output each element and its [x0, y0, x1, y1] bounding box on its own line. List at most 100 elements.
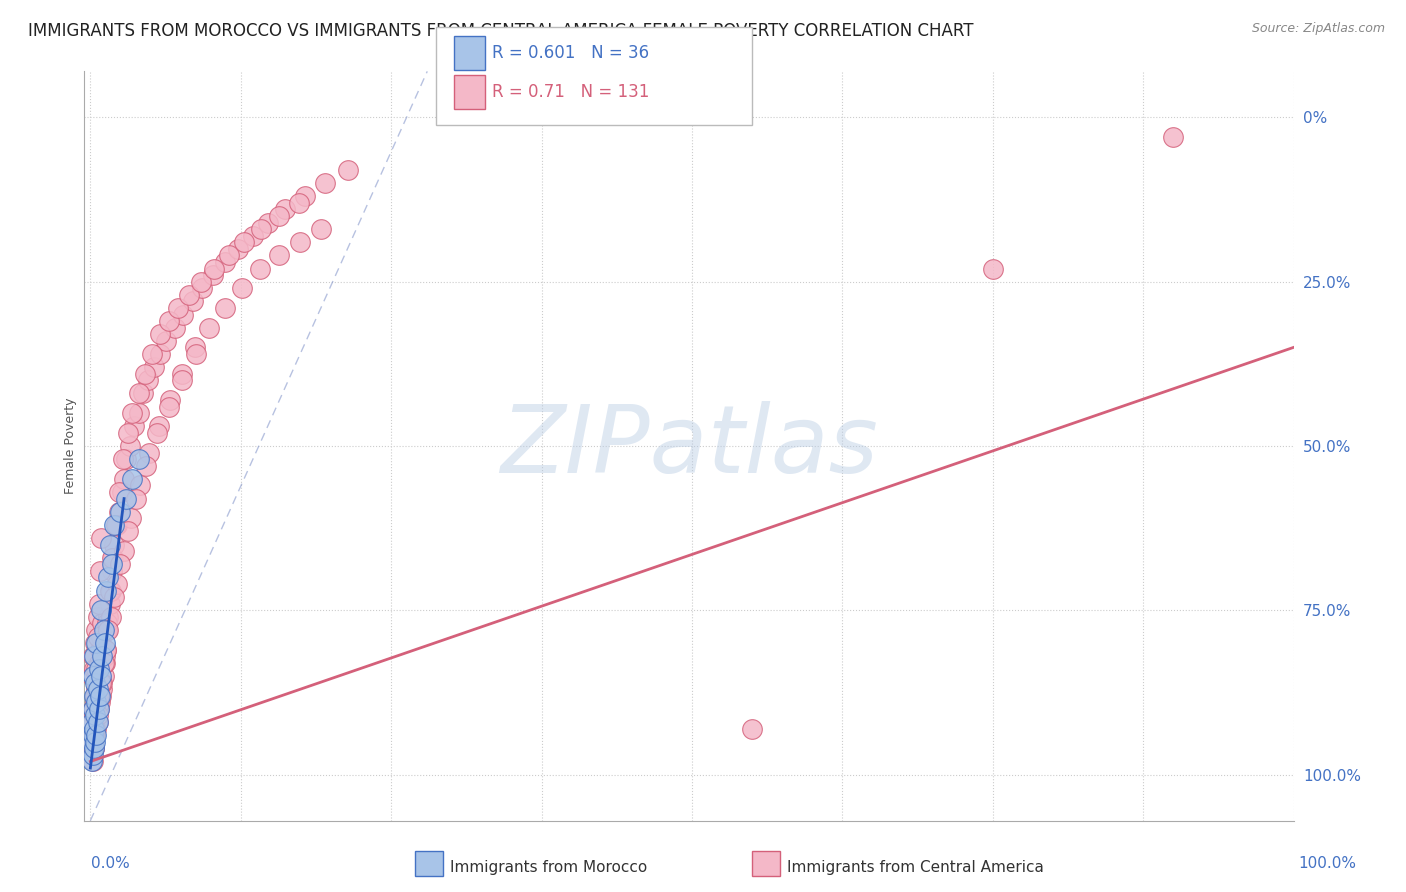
Point — [287, 195, 309, 210]
Point — [82, 669, 104, 683]
Point — [336, 163, 359, 178]
Point — [80, 755, 103, 769]
Point — [80, 714, 103, 729]
Point — [86, 675, 108, 690]
Point — [94, 642, 117, 657]
Text: Source: ZipAtlas.com: Source: ZipAtlas.com — [1251, 22, 1385, 36]
Point — [93, 669, 115, 683]
Point — [80, 735, 103, 749]
Text: 100.0%: 100.0% — [1299, 856, 1357, 871]
Point — [87, 689, 110, 703]
Point — [128, 478, 150, 492]
Point — [104, 517, 127, 532]
Point — [143, 360, 166, 375]
Point — [134, 367, 156, 381]
Point — [83, 722, 105, 736]
Point — [83, 689, 105, 703]
Point — [83, 741, 105, 756]
Text: 0.0%: 0.0% — [91, 856, 131, 871]
Point — [218, 248, 240, 262]
Point — [112, 544, 135, 558]
Point — [172, 308, 194, 322]
Point — [96, 616, 118, 631]
Point — [741, 722, 763, 736]
Point — [82, 702, 104, 716]
Point — [87, 702, 110, 716]
Point — [121, 472, 143, 486]
Point — [83, 728, 105, 742]
Text: ZIPatlas: ZIPatlas — [501, 401, 877, 491]
Point — [228, 242, 250, 256]
Point — [86, 610, 108, 624]
Point — [84, 636, 107, 650]
Point — [89, 695, 111, 709]
Point — [97, 570, 120, 584]
Point — [91, 675, 114, 690]
Point — [86, 708, 108, 723]
Point — [103, 517, 125, 532]
Point — [89, 689, 111, 703]
Point — [121, 406, 143, 420]
Point — [117, 524, 139, 539]
Point — [186, 347, 208, 361]
Point — [159, 392, 181, 407]
Point — [90, 630, 112, 644]
Point — [1161, 130, 1184, 145]
Point — [86, 630, 108, 644]
Point — [83, 649, 105, 664]
Point — [86, 682, 108, 697]
Point — [96, 623, 118, 637]
Point — [149, 347, 172, 361]
Point — [103, 550, 125, 565]
Point — [111, 452, 134, 467]
Point — [82, 728, 104, 742]
Point — [110, 505, 132, 519]
Point — [94, 642, 117, 657]
Point — [274, 202, 297, 217]
Point — [202, 268, 225, 282]
Point — [94, 636, 117, 650]
Point — [105, 517, 128, 532]
Point — [105, 577, 128, 591]
Point — [82, 755, 104, 769]
Point — [101, 550, 124, 565]
Point — [122, 419, 145, 434]
Point — [125, 491, 148, 506]
Point — [100, 610, 122, 624]
Point — [82, 747, 104, 762]
Point — [86, 663, 108, 677]
Point — [111, 485, 134, 500]
Text: IMMIGRANTS FROM MOROCCO VS IMMIGRANTS FROM CENTRAL AMERICA FEMALE POVERTY CORREL: IMMIGRANTS FROM MOROCCO VS IMMIGRANTS FR… — [28, 22, 973, 40]
Point — [90, 669, 112, 683]
Point — [80, 747, 103, 762]
Point — [120, 439, 142, 453]
Point — [257, 215, 280, 229]
Point — [84, 708, 107, 723]
Point — [132, 386, 155, 401]
Point — [84, 728, 107, 742]
Point — [145, 425, 167, 440]
Point — [84, 695, 107, 709]
Point — [90, 675, 112, 690]
Point — [128, 386, 150, 401]
Point — [101, 558, 124, 572]
Point — [214, 255, 236, 269]
Point — [87, 702, 110, 716]
Point — [86, 714, 108, 729]
Point — [115, 491, 138, 506]
Point — [82, 735, 104, 749]
Point — [87, 597, 110, 611]
Point — [103, 538, 125, 552]
Point — [108, 485, 131, 500]
Point — [94, 656, 117, 670]
Point — [981, 261, 1004, 276]
Point — [141, 347, 163, 361]
Point — [170, 367, 193, 381]
Point — [90, 603, 112, 617]
Point — [93, 656, 115, 670]
Point — [84, 735, 107, 749]
Text: Immigrants from Central America: Immigrants from Central America — [787, 860, 1045, 874]
Point — [108, 505, 131, 519]
Point — [94, 649, 117, 664]
Point — [163, 320, 186, 334]
